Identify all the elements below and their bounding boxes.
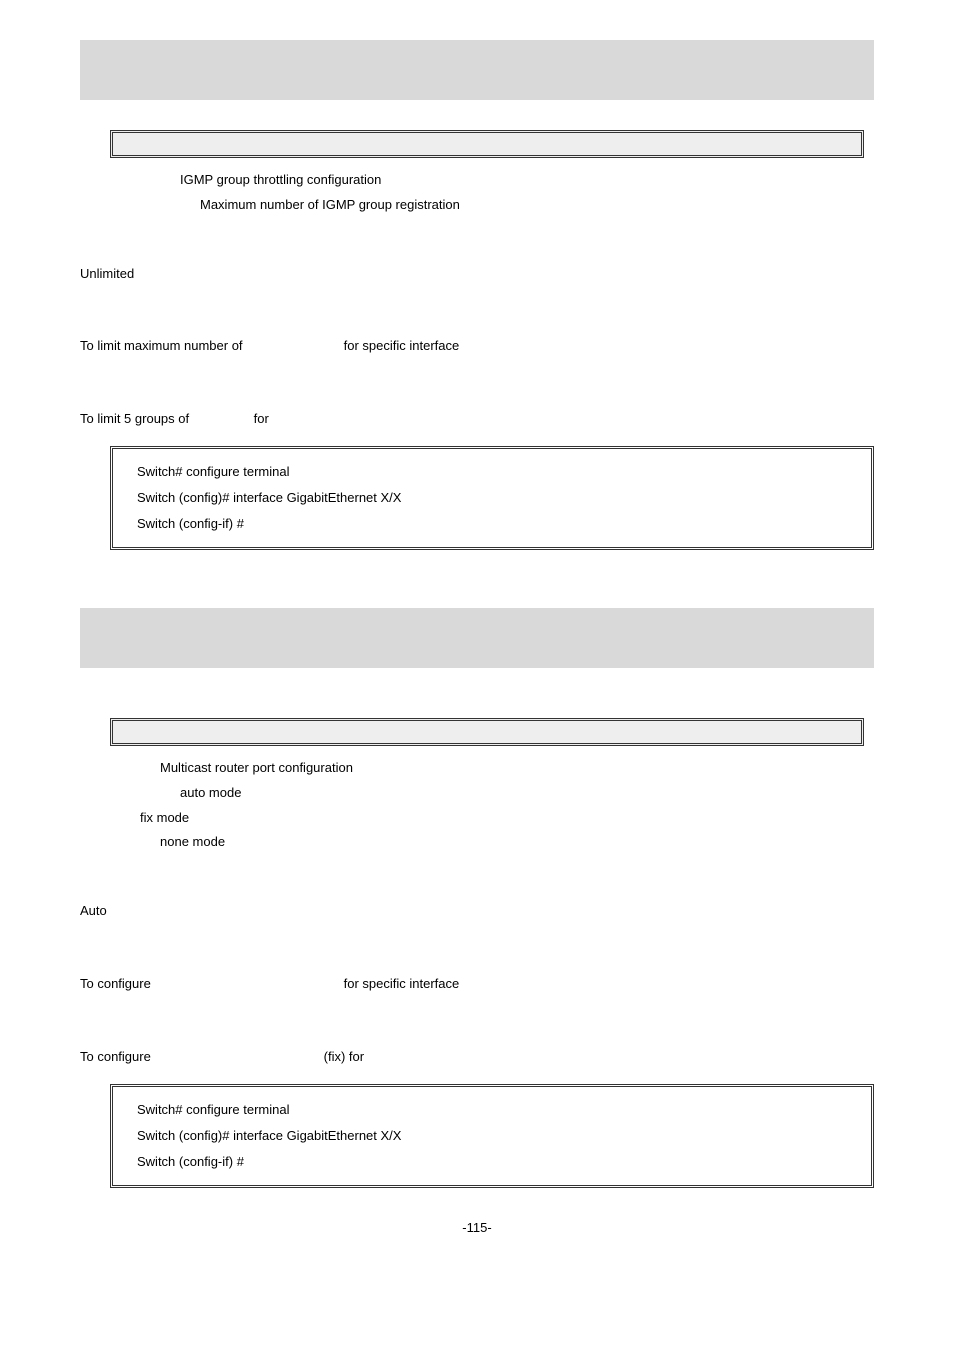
usage-1-prefix: To limit maximum number of (80, 336, 340, 357)
section-header-1 (80, 40, 874, 100)
code-line: Switch# configure terminal (137, 459, 847, 485)
desc-1a: IGMP group throttling configuration (180, 170, 874, 191)
default-2: Auto (80, 901, 874, 922)
syntax-box-2 (110, 718, 864, 746)
example-2-suffix: (fix) for (324, 1049, 364, 1064)
usage-2: To configure for specific interface (80, 974, 874, 995)
example-2: To configure (fix) for (80, 1047, 874, 1068)
example-1-prefix: To limit 5 groups of (80, 409, 250, 430)
code-line: Switch# configure terminal (137, 1097, 847, 1123)
example-2-prefix: To configure (80, 1047, 320, 1068)
code-line: Switch (config-if) # (137, 1149, 847, 1175)
page-number: -115- (80, 1218, 874, 1239)
default-1: Unlimited (80, 264, 874, 285)
usage-2-prefix: To configure (80, 974, 340, 995)
desc-2a: Multicast router port configuration (160, 758, 874, 779)
desc-2-auto: auto mode (180, 783, 874, 804)
usage-1: To limit maximum number of for specific … (80, 336, 874, 357)
code-box-2: Switch# configure terminal Switch (confi… (110, 1084, 874, 1188)
desc-1b: Maximum number of IGMP group registratio… (200, 195, 874, 216)
example-1: To limit 5 groups of for (80, 409, 874, 430)
usage-2-suffix: for specific interface (344, 976, 460, 991)
code-line: Switch (config)# interface GigabitEthern… (137, 1123, 847, 1149)
section-header-2 (80, 608, 874, 668)
syntax-box-1 (110, 130, 864, 158)
example-1-mid: for (254, 411, 269, 426)
code-line: Switch (config-if) # (137, 511, 847, 537)
desc-2-fix: fix mode (140, 808, 874, 829)
usage-1-suffix: for specific interface (344, 338, 460, 353)
code-box-1: Switch# configure terminal Switch (confi… (110, 446, 874, 550)
code-line: Switch (config)# interface GigabitEthern… (137, 485, 847, 511)
desc-2-none: none mode (160, 832, 874, 853)
